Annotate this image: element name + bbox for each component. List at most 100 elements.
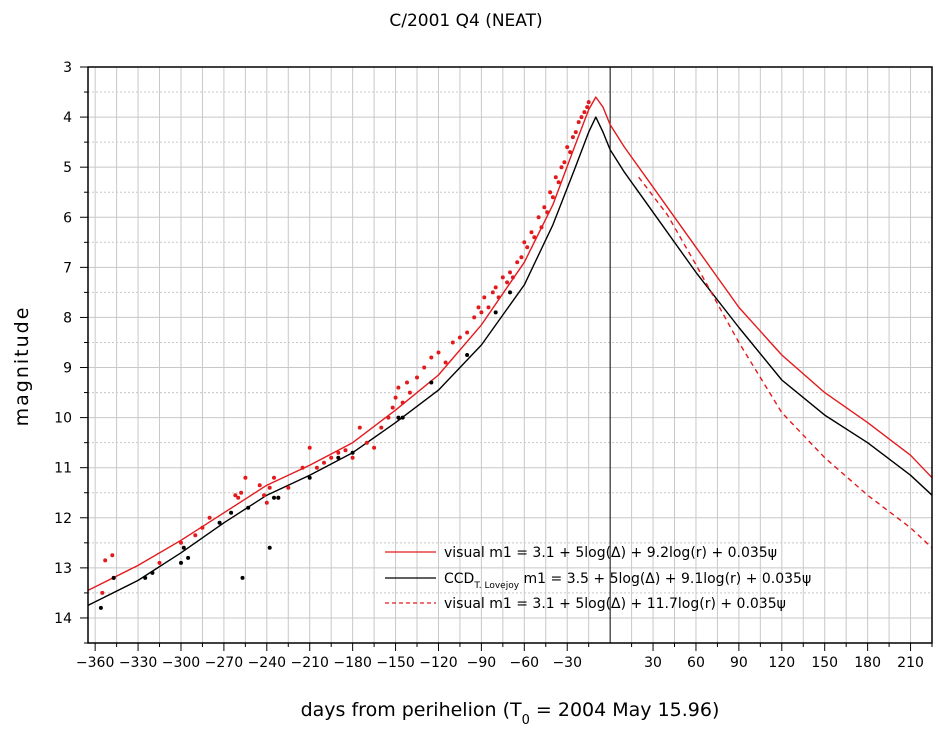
visual-point (482, 295, 487, 300)
x-tick-label: −60 (510, 655, 540, 671)
visual-point (100, 590, 105, 595)
visual-point (545, 210, 550, 215)
visual-point (314, 465, 319, 470)
y-tick-label: 13 (54, 561, 72, 577)
x-tick-label: 120 (768, 655, 795, 671)
visual-point (267, 485, 272, 490)
visual-point (539, 225, 544, 230)
visual-point (379, 425, 384, 430)
ccd-point (336, 455, 341, 460)
visual-point (322, 460, 326, 465)
ccd-point (111, 575, 116, 580)
visual-point (550, 195, 555, 200)
visual-point (529, 230, 534, 235)
visual-point (556, 180, 561, 185)
visual-point (562, 160, 567, 165)
visual-point (236, 495, 241, 500)
visual-point (472, 315, 477, 320)
visual-point (400, 400, 405, 405)
visual-point (573, 130, 578, 135)
y-tick-label: 7 (63, 260, 72, 276)
x-tick-label: 180 (854, 655, 881, 671)
x-tick-label: 30 (644, 655, 662, 671)
y-tick-label: 10 (54, 411, 72, 427)
visual-point (465, 330, 470, 335)
visual-point (576, 120, 581, 125)
x-tick-label: −330 (119, 655, 157, 671)
visual-point (457, 335, 462, 340)
x-tick-label: −150 (376, 655, 414, 671)
visual-point (286, 485, 291, 490)
y-tick-label: 6 (63, 210, 72, 226)
visual-point (407, 390, 412, 395)
ccd-point (307, 475, 312, 480)
visual-point (568, 150, 573, 155)
ccd-point (143, 575, 148, 580)
visual-point (510, 275, 515, 280)
visual-point (110, 553, 115, 558)
visual-point (559, 165, 564, 170)
visual-point (350, 455, 355, 460)
visual-point (243, 475, 248, 480)
visual-point (536, 215, 541, 220)
visual-point (422, 365, 427, 370)
visual-point (103, 558, 108, 563)
visual-point (553, 175, 558, 180)
x-tick-label: −30 (552, 655, 582, 671)
ccd-point (98, 605, 103, 610)
visual-point (508, 270, 512, 275)
ccd-point (350, 450, 355, 455)
ccd-point (276, 495, 281, 500)
series-line-1 (87, 116, 933, 607)
ccd-point (150, 570, 155, 575)
legend-entry-visual: visual m1 = 3.1 + 5log(Δ) + 9.2log(r) + … (444, 545, 777, 561)
observations-group (98, 100, 591, 610)
y-tick-label: 5 (63, 160, 72, 176)
legend-ccd-sub: T. Lovejoy (473, 581, 519, 591)
visual-point (525, 245, 530, 250)
visual-point (257, 483, 262, 488)
series-group (87, 96, 933, 607)
x-tick-label: −270 (205, 655, 243, 671)
x-tick-label: 150 (811, 655, 838, 671)
visual-point (233, 493, 238, 498)
visual-point (436, 350, 441, 355)
visual-point (262, 493, 266, 498)
x-axis-label: days from perihelion (T0 = 2004 May 15.9… (301, 699, 720, 728)
series-line-0 (87, 96, 933, 592)
visual-point (479, 310, 484, 315)
visual-point (307, 445, 312, 450)
x-tick-label: −240 (248, 655, 286, 671)
visual-point (390, 405, 395, 410)
legend-entry-ccd: CCDT. Lovejoy m1 = 3.5 + 5log(Δ) + 9.1lo… (444, 571, 811, 591)
visual-point (505, 280, 510, 285)
legend-entry-visual-dashed: visual m1 = 3.1 + 5log(Δ) + 11.7log(r) +… (444, 596, 786, 612)
ccd-point (429, 380, 434, 385)
visual-point (157, 560, 162, 565)
legend-ccd-rest: m1 = 3.5 + 5log(Δ) + 9.1log(r) + 0.035ψ (519, 571, 811, 587)
visual-point (585, 105, 590, 110)
x-tick-label: 60 (687, 655, 705, 671)
visual-point (179, 540, 183, 545)
visual-point (239, 490, 244, 495)
visual-point (515, 260, 520, 265)
x-axis-label-rest: = 2004 May 15.96) (530, 699, 720, 721)
ccd-point (272, 495, 276, 500)
visual-point (579, 115, 584, 120)
visual-point (193, 533, 198, 538)
visual-point (570, 135, 575, 140)
visual-point (357, 425, 362, 430)
visual-point (415, 375, 419, 380)
legend: visual m1 = 3.1 + 5log(Δ) + 9.2log(r) + … (385, 545, 811, 612)
y-tick-label: 9 (63, 361, 72, 377)
y-tick-label: 11 (54, 461, 72, 477)
visual-point (393, 395, 398, 400)
y-tick-label: 12 (54, 511, 72, 527)
ccd-point (493, 310, 498, 315)
visual-point (450, 340, 455, 345)
visual-point (364, 440, 369, 445)
ccd-point (240, 575, 245, 580)
ccd-point (267, 545, 272, 550)
visual-point (443, 360, 448, 365)
